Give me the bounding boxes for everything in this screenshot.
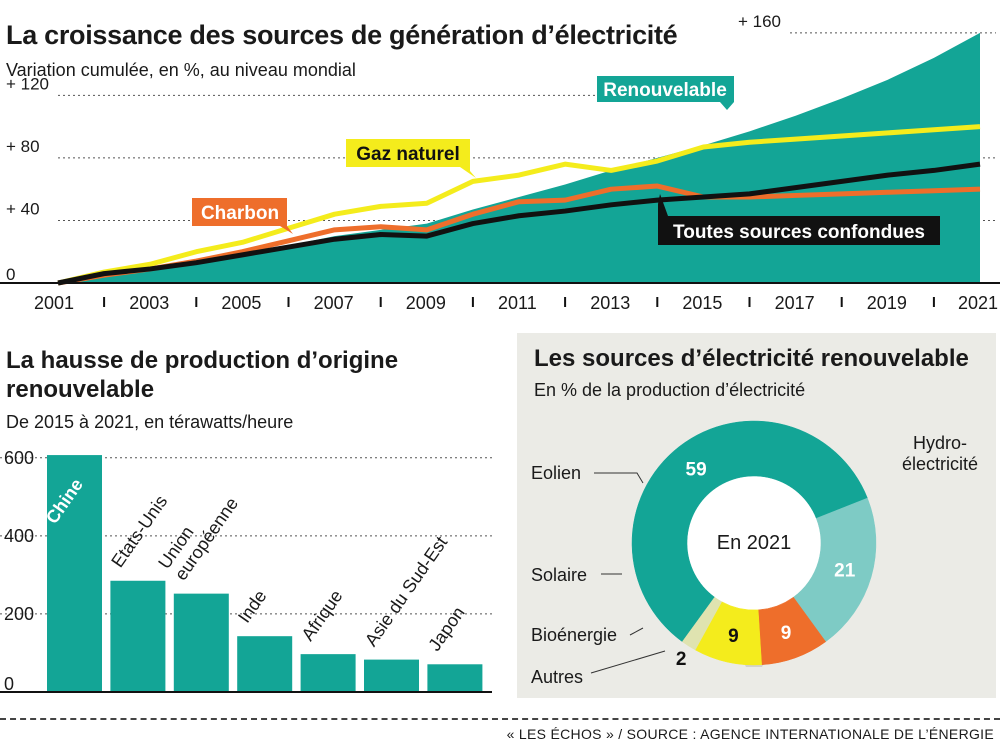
pie-category-label: Bioénergie xyxy=(531,625,617,645)
pie-leader-line xyxy=(594,472,644,484)
pie-leader-line xyxy=(629,627,644,636)
pie-chart-subtitle: En % de la production d’électricité xyxy=(534,380,806,400)
pie-chart: En 2021 59 21 9 9 2 Hydro-électricité Eolien Sol… xyxy=(531,420,978,687)
pie-chart-title: Les sources d’électricité renouvelable xyxy=(534,345,969,372)
bar-3 xyxy=(237,636,293,692)
x-tick-label: 2001 xyxy=(34,293,74,313)
y-tick-label: + 120 xyxy=(6,74,49,93)
line-chart-title: La croissance des sources de génération … xyxy=(6,20,678,50)
legend-renouvelable-label: Renouvelable xyxy=(603,80,727,101)
bar-category-label: Unioneuropéenne xyxy=(154,482,242,584)
bar-category-label: Inde xyxy=(234,586,270,626)
x-tick-label: 2013 xyxy=(590,293,630,313)
x-tick-label: 2019 xyxy=(867,293,907,313)
y-tick-label: 400 xyxy=(4,526,34,546)
pie-category-label: Autres xyxy=(531,667,583,687)
x-tick-label: 2007 xyxy=(314,293,354,313)
x-tick-label: 2021 xyxy=(958,293,998,313)
legend-renouvelable: Renouvelable xyxy=(597,76,734,110)
toutes-sources-line xyxy=(57,161,981,286)
x-tick-label: 2009 xyxy=(406,293,446,313)
pie-slice-4 xyxy=(681,596,723,651)
legend-toutes-sources: Toutes sources confondues xyxy=(658,194,940,245)
pie-category-label: Hydro-électricité xyxy=(902,433,978,474)
pie-value-label: 9 xyxy=(728,626,739,647)
legend-charbon-label: Charbon xyxy=(201,203,279,224)
pie-value-label: 21 xyxy=(834,560,856,581)
pie-category-label: Eolien xyxy=(531,463,581,483)
x-tick-label: 2011 xyxy=(498,293,537,313)
x-tick-label: 2003 xyxy=(129,293,169,313)
bar-4 xyxy=(300,654,356,692)
gaz-naturel-line xyxy=(57,124,981,286)
bar-0 xyxy=(47,455,102,692)
source-credit: « LES ÉCHOS » / SOURCE : AGENCE INTERNAT… xyxy=(506,726,994,742)
y-tick-label: 200 xyxy=(4,604,34,624)
bar-category-label: Japon xyxy=(424,603,469,655)
legend-gaz-naturel-label: Gaz naturel xyxy=(356,144,459,165)
pie-category-label: Solaire xyxy=(531,565,587,585)
legend-charbon: Charbon xyxy=(192,198,293,234)
pie-value-label: 59 xyxy=(686,459,707,480)
bar-chart-subtitle: De 2015 à 2021, en térawatts/heure xyxy=(6,412,294,432)
pie-slice-1 xyxy=(793,497,877,643)
legend-toutes-sources-label: Toutes sources confondues xyxy=(673,222,925,243)
bar-1 xyxy=(110,580,166,692)
y-tick-label: 0 xyxy=(6,265,15,284)
x-tick-label: 2015 xyxy=(682,293,722,313)
y-tick-label: 0 xyxy=(4,674,14,694)
bar-2 xyxy=(173,593,229,692)
pie-value-label: 2 xyxy=(676,649,687,670)
bulb-center xyxy=(687,476,821,610)
footer-divider xyxy=(0,718,1000,720)
bar-chart-title: La hausse de production d’origine renouv… xyxy=(6,347,399,403)
y-tick-label: + 40 xyxy=(6,199,40,218)
pie-center-label: En 2021 xyxy=(717,532,792,554)
y-tick-label: + 80 xyxy=(6,137,40,156)
bar-6 xyxy=(427,664,483,692)
bar-5 xyxy=(364,659,419,692)
x-tick-label: 2005 xyxy=(221,293,261,313)
y-tick-label: + 160 xyxy=(738,12,781,31)
pie-leader-line xyxy=(590,650,666,674)
pie-value-label: 9 xyxy=(781,623,792,644)
bar-category-label: Afrique xyxy=(297,586,346,644)
line-chart-subtitle: Variation cumulée, en %, au niveau mondi… xyxy=(6,60,356,80)
legend-gaz-naturel: Gaz naturel xyxy=(346,139,476,178)
y-tick-label: 600 xyxy=(4,448,34,468)
line-area-chart: 0 + 40 + 80 + 120 + 160 2001 2003 2005 2007 2009… xyxy=(0,12,1000,313)
pie-slice-0 xyxy=(631,420,868,643)
x-tick-label: 2017 xyxy=(775,293,815,313)
